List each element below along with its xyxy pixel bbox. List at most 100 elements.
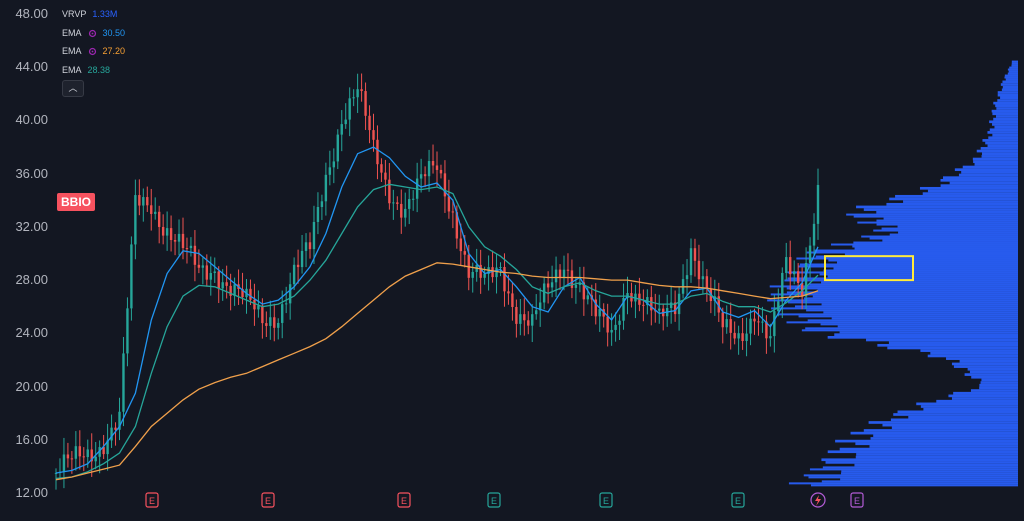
volume-profile-bar	[788, 482, 1018, 485]
volume-profile-bar	[831, 317, 1018, 320]
volume-profile-bar	[869, 237, 1018, 240]
candle-body	[344, 119, 347, 125]
candle-body	[118, 411, 121, 430]
indicator-ema-1[interactable]: EMA 30.50	[62, 28, 125, 38]
candle-body	[336, 134, 339, 162]
indicator-value: 28.38	[87, 65, 111, 75]
volume-profile-bar	[786, 321, 1018, 324]
candle-body	[288, 284, 292, 304]
candle-body	[384, 172, 387, 180]
indicator-ema-2[interactable]: EMA 27.20	[62, 46, 125, 56]
candle-body	[769, 336, 772, 339]
indicator-vrvp[interactable]: VRVP 1.33M	[62, 9, 117, 19]
candle-body	[503, 266, 506, 292]
volume-profile-bar	[992, 112, 1018, 116]
candle-body	[154, 211, 157, 214]
candle-body	[761, 321, 764, 323]
earnings-marker-label: E	[603, 496, 609, 506]
candle-body	[483, 273, 486, 278]
volume-profile-bar	[1009, 66, 1018, 69]
volume-profile-bar	[853, 215, 1018, 218]
candle-body	[642, 304, 645, 306]
candle-body	[316, 206, 320, 222]
indicator-ema-3[interactable]: EMA 28.38	[62, 65, 110, 75]
volume-profile-bar	[1011, 60, 1018, 63]
symbol-badge: BBIO	[57, 193, 95, 211]
earnings-marker-label: E	[735, 496, 741, 506]
candle-body	[594, 299, 597, 317]
volume-profile-bar	[846, 213, 1018, 216]
candle-body	[82, 456, 85, 458]
candle-body	[796, 271, 800, 283]
volume-profile-bar	[767, 299, 1018, 302]
candle-body	[523, 314, 526, 321]
candle-body	[157, 211, 161, 227]
volume-profile-bar	[856, 205, 1018, 209]
earnings-marker-box	[599, 492, 613, 508]
candle-body	[785, 257, 788, 273]
volume-profile-bar	[841, 472, 1018, 475]
candle-body	[816, 184, 820, 224]
candle-body	[804, 262, 808, 297]
candle-body	[304, 242, 308, 251]
candle-body	[400, 203, 403, 218]
candle-body	[443, 173, 447, 197]
volume-profile-bar	[786, 287, 1018, 290]
volume-profile-bar	[997, 93, 1018, 97]
candle-body	[693, 248, 697, 261]
volume-profile-bar	[821, 480, 1018, 483]
candle-body	[308, 242, 312, 250]
earnings-marker: E	[145, 492, 159, 508]
candle-body	[725, 319, 728, 328]
volume-profile-bar	[962, 165, 1018, 169]
volume-profile-bar	[953, 391, 1018, 395]
volume-profile-bar	[991, 109, 1018, 113]
candle-body	[356, 89, 359, 98]
volume-profile-bar	[839, 447, 1018, 451]
volume-profile-bar	[854, 247, 1018, 250]
candle-body	[741, 333, 744, 342]
volume-profile-bar	[803, 297, 1018, 300]
settings-icon[interactable]	[88, 47, 97, 56]
volume-profile-bar	[964, 373, 1018, 376]
volume-profile-bar	[887, 346, 1018, 350]
candle-body	[538, 302, 542, 311]
volume-profile-bar	[946, 357, 1018, 360]
earnings-marker: E	[850, 492, 864, 508]
candle-body	[201, 265, 205, 268]
candle-body	[269, 317, 272, 326]
candle-body	[78, 446, 82, 457]
earnings-marker-box	[731, 492, 745, 508]
volume-profile-bar	[969, 370, 1018, 374]
earnings-marker: E	[487, 492, 501, 508]
chevron-up-icon[interactable]: ︿	[62, 80, 84, 97]
volume-profile-bar	[992, 133, 1018, 137]
candle-body	[578, 282, 582, 285]
volume-profile-bar	[825, 461, 1018, 464]
volume-profile-bar	[895, 194, 1018, 198]
volume-profile-bar	[808, 476, 1018, 479]
volume-profile-bar	[854, 463, 1018, 467]
volume-profile-bar	[798, 265, 1018, 268]
volume-profile-bar	[919, 186, 1018, 190]
volume-profile-bar	[821, 281, 1018, 284]
candle-body	[142, 197, 145, 206]
volume-profile-bar	[949, 181, 1018, 185]
volume-profile-bar	[974, 163, 1018, 166]
candle-body	[277, 322, 280, 328]
volume-profile-bar	[988, 136, 1018, 140]
candle-body	[114, 427, 117, 430]
earnings-marker-label: E	[854, 496, 860, 506]
candle-body	[562, 269, 566, 278]
volume-profile-bar	[930, 351, 1018, 355]
y-tick-label: 24.00	[15, 325, 48, 341]
volume-profile-bar	[951, 362, 1018, 366]
candle-body	[753, 318, 756, 322]
volume-profile-bar	[821, 303, 1018, 306]
candle-body	[673, 302, 677, 315]
ema-line-slow	[55, 262, 819, 481]
volume-profile-bar	[806, 251, 1018, 254]
volume-profile-bar	[1000, 83, 1018, 86]
settings-icon[interactable]	[88, 29, 97, 38]
